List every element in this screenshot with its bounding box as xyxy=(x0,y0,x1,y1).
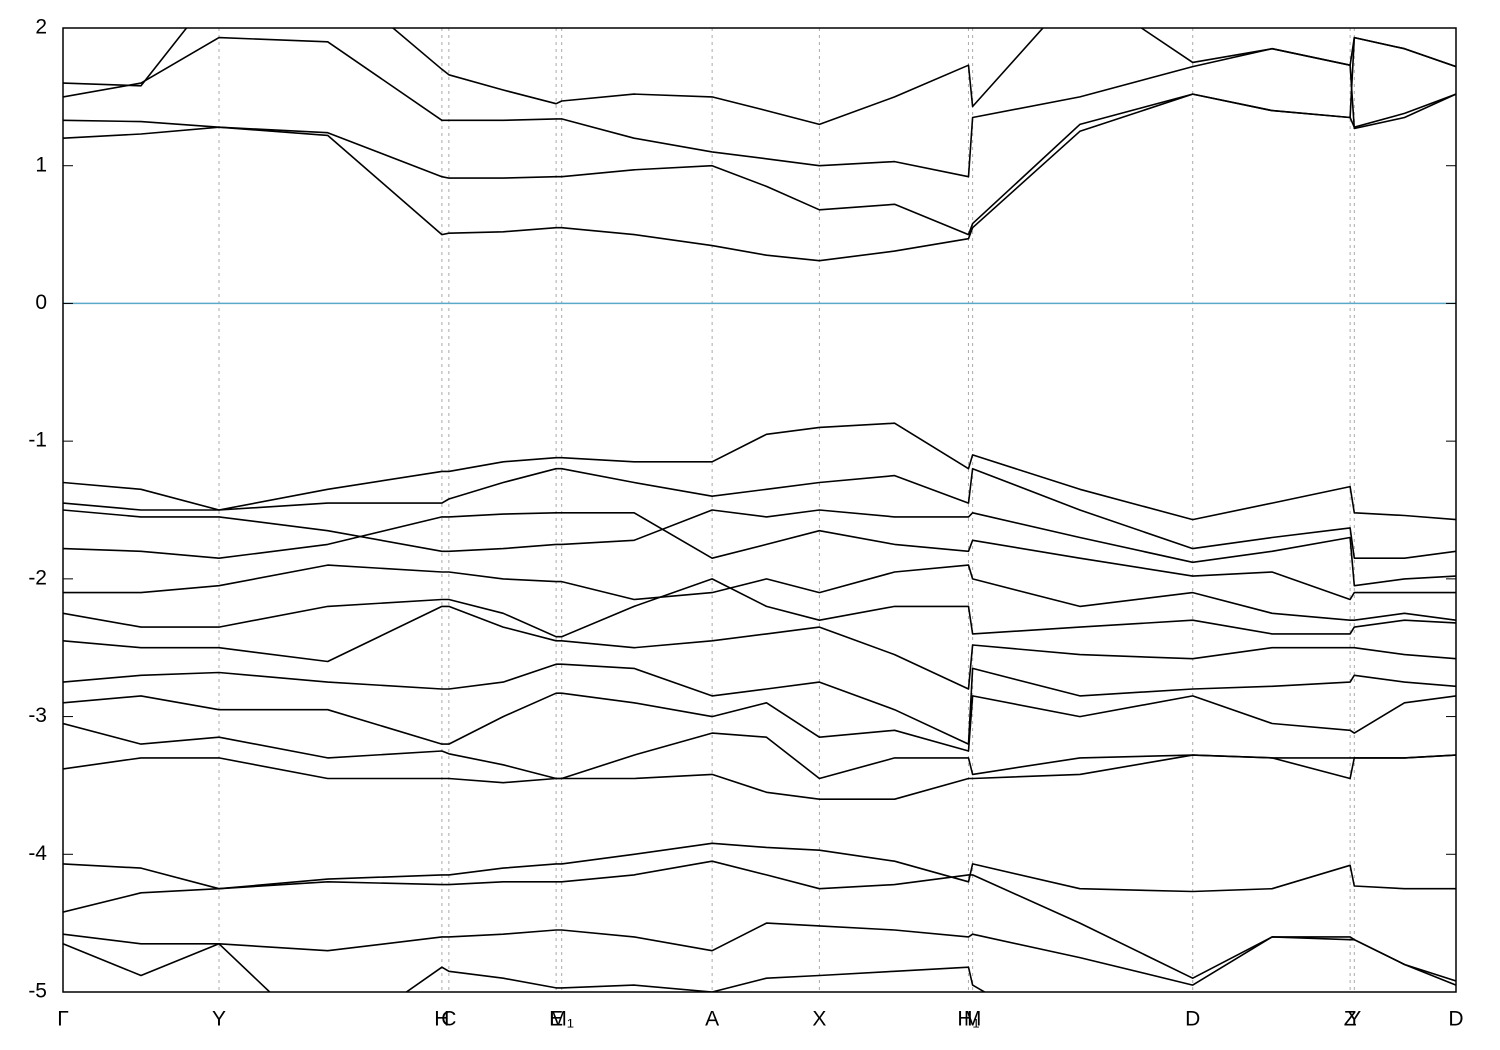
plot-area xyxy=(63,28,1456,992)
band-line xyxy=(63,28,1456,130)
x-tick-label: Y xyxy=(212,1008,226,1031)
y-tick-label: -4 xyxy=(28,842,47,865)
y-tick-label: -5 xyxy=(28,980,47,1003)
x-tick-label: E xyxy=(549,1008,563,1031)
band-line xyxy=(63,36,1456,178)
x-tick-label: D xyxy=(1448,1008,1463,1031)
x-tick-label: D xyxy=(1185,1008,1200,1031)
band-line xyxy=(63,692,1456,752)
x-tick-label: A xyxy=(705,1008,719,1031)
band-line xyxy=(63,922,1456,986)
x-tick-label: H₁ xyxy=(957,1008,979,1031)
x-tick-label: C xyxy=(441,1008,456,1031)
x-tick-label: H xyxy=(434,1008,449,1031)
y-tick-label: 2 xyxy=(35,16,47,39)
x-tick-label: M₁ xyxy=(549,1008,574,1031)
band-line xyxy=(63,578,1456,638)
plot-frame xyxy=(62,27,1457,993)
x-tick-label: Γ xyxy=(57,1008,69,1031)
band-line xyxy=(63,722,1456,780)
band-line xyxy=(63,605,1456,690)
x-tick-label: Y xyxy=(1347,1008,1361,1031)
band-line xyxy=(63,842,1456,893)
band-line xyxy=(63,467,1456,559)
band-line xyxy=(63,511,1456,601)
band-line xyxy=(63,754,1456,800)
x-tick-label: X xyxy=(812,1008,826,1031)
x-tick-label: Z xyxy=(1344,1008,1357,1031)
band-line xyxy=(63,663,1456,745)
band-line xyxy=(63,860,1456,986)
x-tick-label: M xyxy=(964,1008,982,1031)
y-tick-label: 0 xyxy=(35,291,47,314)
band-line xyxy=(63,509,1456,587)
y-tick-label: -3 xyxy=(28,704,47,727)
y-tick-label: -1 xyxy=(28,429,47,452)
band-line xyxy=(63,943,987,992)
band-line xyxy=(63,564,1456,621)
band-line xyxy=(63,422,1456,521)
y-tick-label: 1 xyxy=(35,153,47,176)
y-tick-label: -2 xyxy=(28,566,47,589)
band-line xyxy=(63,93,1456,262)
band-line xyxy=(63,36,1456,236)
